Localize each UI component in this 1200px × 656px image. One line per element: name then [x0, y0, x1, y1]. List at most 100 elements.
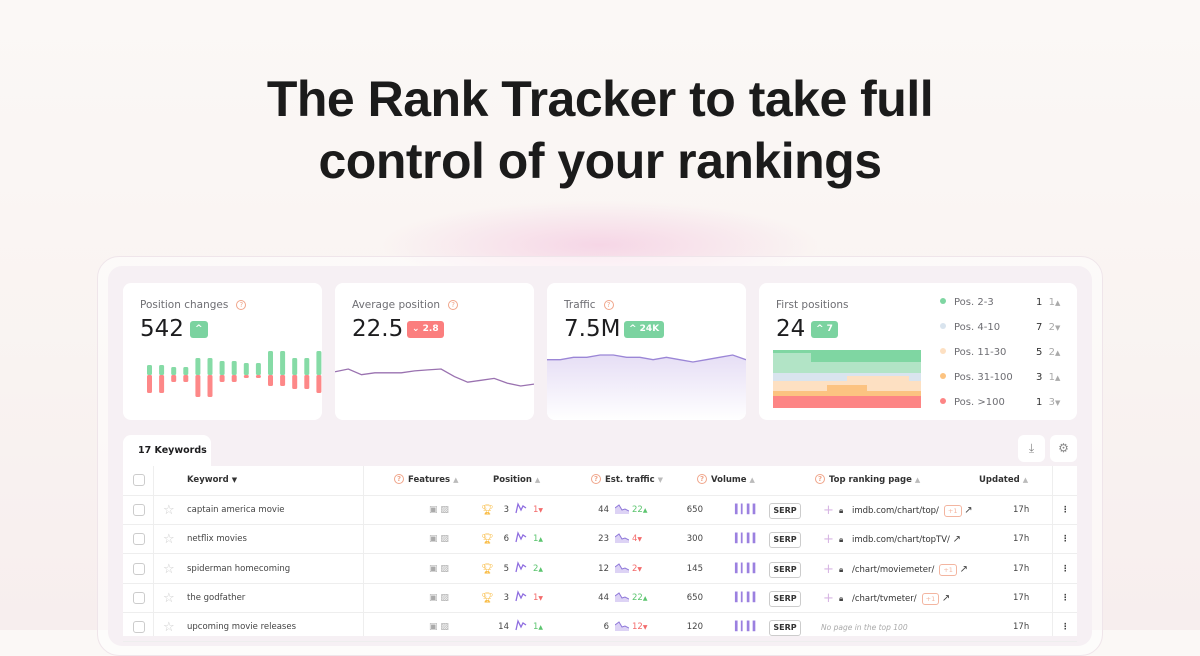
star-icon[interactable]: ☆ [163, 590, 175, 606]
sort-icon: ▲ [453, 476, 459, 484]
external-link-icon[interactable]: ↗ [952, 534, 962, 546]
serp-button[interactable]: SERP [769, 503, 801, 519]
arrow-down-icon: ▼ [538, 594, 544, 602]
volume-bars-icon: ▍▎▍▍ [735, 505, 760, 515]
settings-gear-icon[interactable]: ⚙ [1050, 435, 1077, 462]
traffic-sparkline [614, 533, 630, 544]
bar-down [219, 375, 225, 382]
serp-button[interactable]: SERP [769, 620, 801, 637]
star-icon[interactable]: ☆ [163, 532, 175, 548]
serp-button[interactable]: SERP [769, 590, 801, 607]
band-pos-31-100 [827, 385, 867, 391]
serp-feature-icons: ▣ ▨ [429, 563, 449, 574]
external-link-icon[interactable]: ↗ [959, 563, 969, 575]
lock-icon: 🔒︎ [839, 535, 844, 545]
row-checkbox[interactable] [133, 562, 145, 575]
download-icon[interactable]: ⤓ [1018, 435, 1045, 462]
more-options-icon[interactable]: ⋮ [1061, 534, 1070, 545]
band-pos-2-3 [773, 350, 921, 353]
row-checkbox[interactable] [133, 533, 145, 546]
position-change: 1▲ [533, 613, 543, 642]
bar-down [292, 375, 298, 389]
bar-down [171, 375, 177, 382]
external-link-icon[interactable]: ↗ [941, 592, 951, 604]
extra-pages-badge[interactable]: +1 [921, 592, 940, 605]
band-pos-31-100 [773, 391, 921, 396]
page-link[interactable]: imdb.com/chart/top/ +1 ↗ [852, 496, 973, 526]
serp-feature-icons: ▣ ▨ [429, 622, 449, 633]
position-sparkline [515, 525, 529, 554]
legend-change: 3 [1048, 397, 1055, 408]
row-checkbox[interactable] [133, 504, 145, 516]
help-icon[interactable]: ? [448, 300, 459, 310]
bar-down [304, 375, 310, 389]
traffic-change: 2▼ [632, 555, 642, 584]
add-icon[interactable]: + [823, 561, 834, 577]
header-position[interactable]: Position ▲ [493, 466, 540, 495]
more-options-icon[interactable]: ⋮ [1061, 563, 1070, 574]
help-icon[interactable]: ? [603, 300, 614, 310]
traffic-sparkline-wrap [614, 584, 630, 613]
position-change-value: 1 [533, 534, 539, 545]
star-icon[interactable]: ☆ [163, 561, 175, 577]
legend-count: 5 [1036, 347, 1043, 358]
add-icon[interactable]: + [823, 532, 834, 548]
more-options-icon[interactable]: ⋮ [1061, 622, 1070, 633]
bar-down [159, 375, 165, 393]
select-all-checkbox[interactable] [133, 474, 145, 486]
header-top-ranking-page[interactable]: ? Top ranking page ▲ [815, 466, 920, 495]
lock-icon: 🔒︎ [839, 506, 844, 515]
position-value: 3 [503, 505, 509, 515]
page-link[interactable]: /chart/moviemeter/ +1 ↗ [852, 555, 968, 585]
average-position-chart [335, 368, 534, 387]
band-pos-4-10 [773, 362, 921, 373]
add-icon[interactable]: + [823, 503, 834, 518]
keyword-text: upcoming movie releases [187, 622, 297, 633]
serp-button[interactable]: SERP [769, 532, 801, 549]
traffic-value: 6 [603, 622, 609, 633]
arrow-up-icon: ▲ [1054, 374, 1061, 382]
legend-change: 1 [1048, 297, 1055, 308]
traffic-change: 12▼ [632, 613, 647, 642]
legend-dot [940, 398, 946, 404]
more-options-icon[interactable]: ⋮ [1061, 505, 1070, 515]
more-options-icon[interactable]: ⋮ [1061, 592, 1070, 603]
position-change: 1▲ [533, 525, 543, 554]
bar-down [243, 375, 249, 378]
table-row: ☆ captain america movie ▣ ▨ 🏆︎ 3 1▼ 44 2… [123, 496, 1077, 525]
header-volume[interactable]: ? Volume ▲ [697, 466, 755, 495]
card-title-text: Average position [352, 299, 441, 311]
bar-up [243, 363, 249, 375]
bar-up [183, 367, 189, 375]
star-icon[interactable]: ☆ [163, 620, 175, 636]
position-change: 1▼ [533, 584, 543, 613]
keyword-text: spiderman homecoming [187, 563, 291, 574]
legend-dot [940, 323, 946, 329]
traffic-chart [547, 354, 746, 420]
tab-keywords[interactable]: 17 Keywords [123, 435, 211, 467]
divider [153, 466, 154, 636]
page-link[interactable]: imdb.com/chart/topTV/ ↗ [852, 525, 961, 555]
row-checkbox[interactable] [133, 591, 145, 604]
add-icon[interactable]: + [823, 590, 834, 606]
help-icon[interactable]: ? [236, 300, 247, 310]
serp-button[interactable]: SERP [769, 561, 801, 578]
header-updated[interactable]: Updated ▲ [979, 466, 1028, 495]
extra-pages-badge[interactable]: +1 [943, 505, 962, 517]
header-est-traffic[interactable]: ? Est. traffic ▼ [591, 466, 663, 495]
extra-pages-badge[interactable]: +1 [939, 563, 957, 576]
arrow-down-icon: ▼ [538, 507, 544, 514]
trophy-icon: 🏆︎ [481, 592, 494, 604]
header-keyword[interactable]: Keyword ▼ [187, 466, 237, 495]
table-row: ☆ netflix movies ▣ ▨ 🏆︎ 6 1▲ 23 4▼ 300 ▍… [123, 525, 1077, 555]
row-checkbox[interactable] [133, 621, 145, 634]
header-features[interactable]: ? Features ▲ [394, 466, 458, 495]
position-change-value: 1 [533, 592, 539, 603]
star-icon[interactable]: ☆ [163, 503, 175, 518]
position-changes-chart [147, 351, 322, 397]
page-link[interactable]: /chart/tvmeter/ +1 ↗ [852, 584, 950, 614]
bar-up [195, 358, 201, 375]
external-link-icon[interactable]: ↗ [964, 505, 973, 516]
volume-value: 300 [686, 534, 703, 545]
legend-item: Pos. 4-10 [940, 322, 1000, 333]
